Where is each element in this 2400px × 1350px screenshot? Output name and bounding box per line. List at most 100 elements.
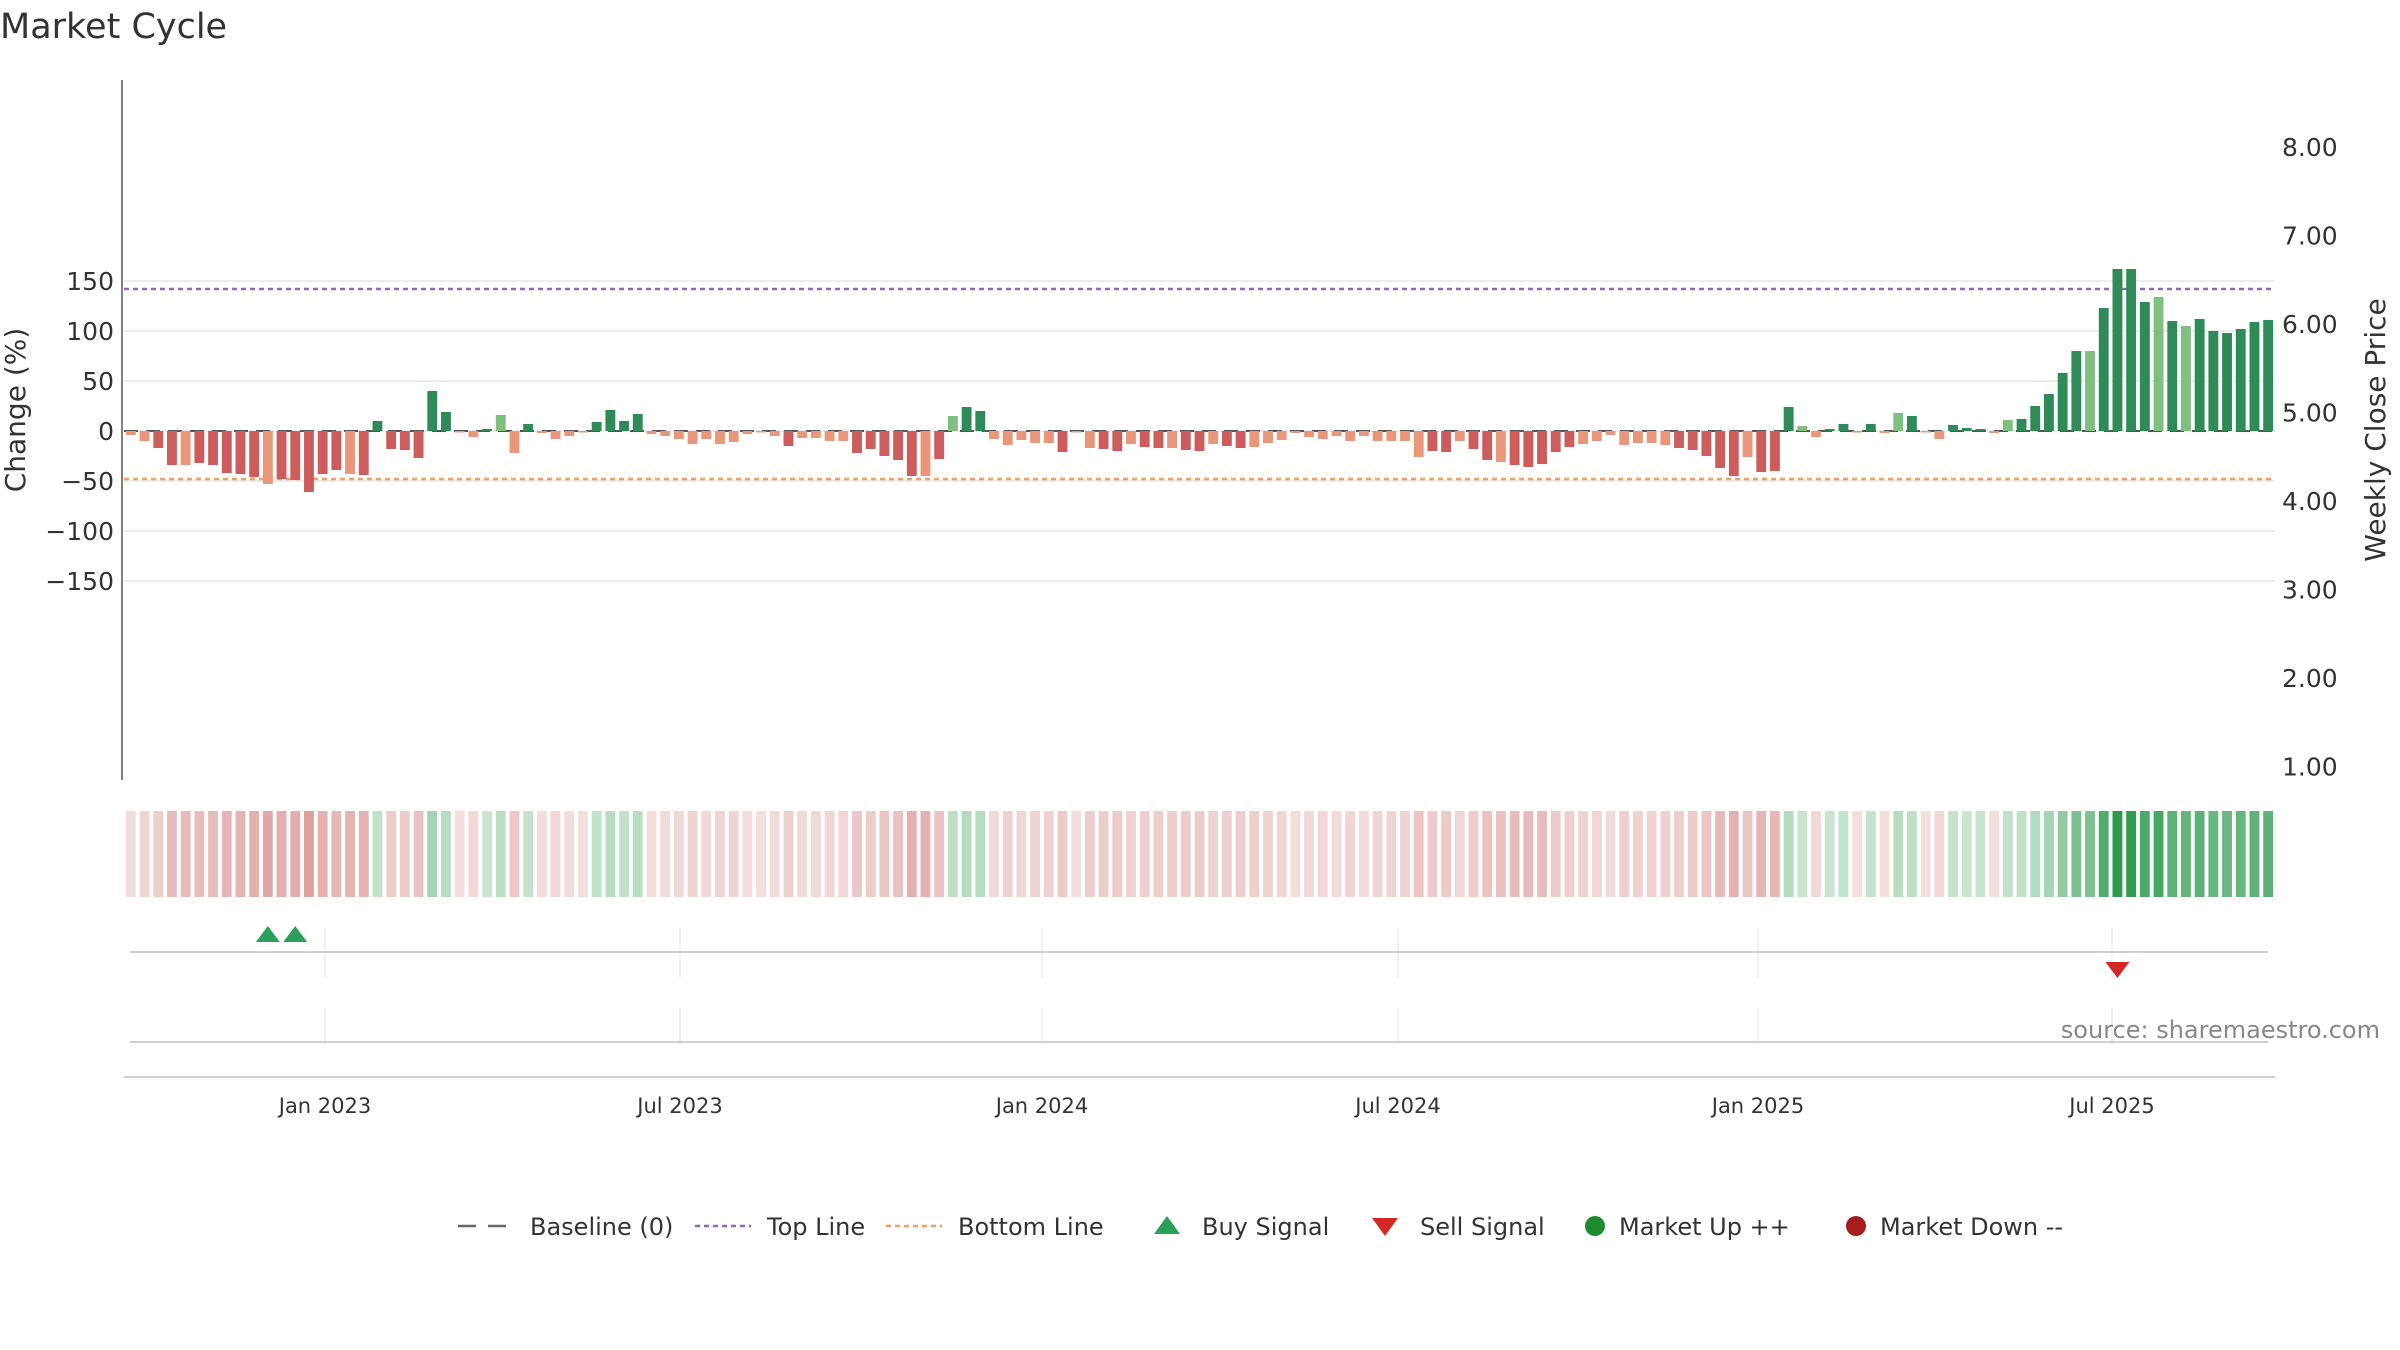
bar xyxy=(454,431,465,433)
heat-cell xyxy=(180,811,191,897)
bar xyxy=(194,431,205,463)
bar xyxy=(1427,431,1438,451)
bar xyxy=(1701,431,1712,456)
heat-cell xyxy=(2222,811,2232,897)
heat-cell xyxy=(564,811,575,897)
left-tick-label: −50 xyxy=(61,467,114,496)
right-tick-label: 3.00 xyxy=(2282,576,2338,605)
bar xyxy=(1975,429,1986,431)
bar xyxy=(1769,431,1780,471)
heat-cell xyxy=(2139,811,2150,897)
bar xyxy=(1386,431,1397,441)
bar xyxy=(1084,431,1095,448)
left-tick-label: 150 xyxy=(66,267,114,296)
heat-cell xyxy=(2167,811,2178,897)
bar xyxy=(728,431,739,442)
bar xyxy=(2222,333,2232,431)
heat-cell xyxy=(1427,811,1438,897)
heat-cell xyxy=(1989,811,2000,897)
bar xyxy=(1221,431,1232,446)
heat-cell xyxy=(1687,811,1698,897)
bar xyxy=(1893,413,1904,431)
heat-cell xyxy=(906,811,917,897)
bar xyxy=(769,431,780,436)
bar xyxy=(1495,431,1506,462)
bar xyxy=(2249,322,2260,431)
bar xyxy=(1098,431,1109,449)
bar xyxy=(1838,424,1849,431)
x-axis: Jan 2023 Jul 2023 Jan 2024 Jul 2024 Jan 2025… xyxy=(124,1076,2275,1118)
heat-cell xyxy=(1043,811,1054,897)
heat-cell xyxy=(495,811,506,897)
bar xyxy=(1167,431,1178,448)
x-tick-label: Jan 2024 xyxy=(994,1094,1089,1118)
heat-cell xyxy=(235,811,246,897)
heat-cell xyxy=(1167,811,1178,897)
bar xyxy=(2153,297,2164,431)
heat-cell xyxy=(632,811,643,897)
bar xyxy=(865,431,876,449)
heat-cell xyxy=(2071,811,2082,897)
heat-cell xyxy=(1591,811,1602,897)
bar xyxy=(810,431,821,438)
heat-cell xyxy=(441,811,451,897)
bar xyxy=(1358,431,1369,436)
heat-cell xyxy=(2098,811,2109,897)
x-tick-label: Jan 2025 xyxy=(1710,1094,1805,1118)
heat-cell xyxy=(1701,811,1712,897)
right-tick-label: 1.00 xyxy=(2282,753,2338,782)
heat-cell xyxy=(550,811,561,897)
heat-cell xyxy=(1715,811,1726,897)
bar xyxy=(399,431,410,450)
bar xyxy=(893,431,904,460)
heat-cell xyxy=(1030,811,1041,897)
bar xyxy=(1454,431,1465,441)
bar xyxy=(1482,431,1493,460)
heat-cell xyxy=(687,811,698,897)
buy-signal-marker xyxy=(255,926,280,942)
heat-cell xyxy=(1290,811,1301,897)
bar xyxy=(427,391,438,431)
legend-label: Sell Signal xyxy=(1420,1213,1545,1241)
bar xyxy=(1208,431,1219,444)
bar xyxy=(1180,431,1191,450)
heat-cell xyxy=(852,811,862,897)
bar xyxy=(372,421,383,431)
heat-cell xyxy=(1249,811,1260,897)
heat-cell xyxy=(345,811,355,897)
bar xyxy=(536,431,547,433)
bar xyxy=(1578,431,1589,444)
x-tick-label: Jul 2025 xyxy=(2067,1094,2154,1118)
heat-cell xyxy=(262,811,273,897)
heat-cell xyxy=(1811,811,1821,897)
heat-cell xyxy=(1934,811,1945,897)
heat-cell xyxy=(1824,811,1835,897)
heat-cell xyxy=(1345,811,1356,897)
heat-cell xyxy=(1304,811,1315,897)
heat-cell xyxy=(2181,811,2191,897)
bar xyxy=(1797,426,1808,431)
bar xyxy=(304,431,314,492)
bar xyxy=(824,431,835,441)
bar xyxy=(673,431,684,439)
heat-cell xyxy=(1578,811,1589,897)
bar xyxy=(742,431,753,434)
heat-cell xyxy=(1879,811,1890,897)
bar xyxy=(2098,308,2109,431)
chart-title: Market Cycle xyxy=(0,7,227,47)
left-tick-label: −150 xyxy=(45,567,114,596)
bar xyxy=(2002,420,2013,431)
bar xyxy=(687,431,698,444)
legend-symbol-buy xyxy=(1154,1216,1180,1234)
bar xyxy=(550,431,561,439)
bar xyxy=(153,431,164,448)
left-tick-label: 0 xyxy=(98,417,114,446)
bar xyxy=(797,431,808,438)
bar xyxy=(167,431,177,465)
bar xyxy=(1783,407,1794,431)
bar xyxy=(660,431,671,436)
heat-cell xyxy=(358,811,369,897)
bar xyxy=(1043,431,1054,443)
bar xyxy=(701,431,712,439)
legend-symbol-circle xyxy=(1846,1216,1866,1236)
